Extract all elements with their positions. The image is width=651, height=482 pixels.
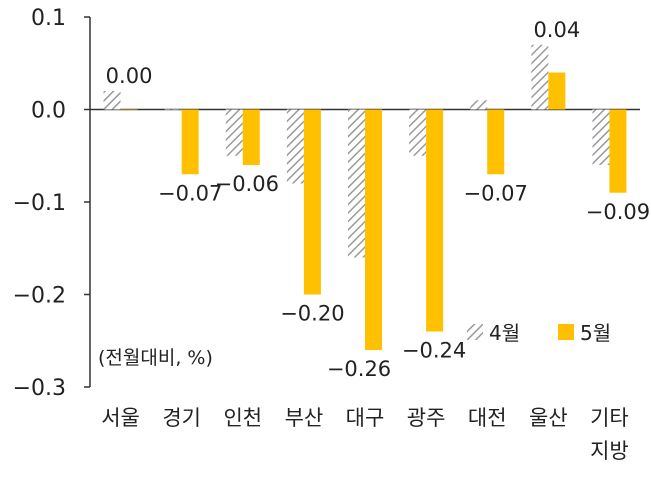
data-label: 0.00 [106,64,153,88]
bar-april [164,109,182,110]
data-label: −0.07 [158,181,222,205]
bar-april [470,100,488,110]
bar-april [103,91,121,110]
x-category-label: 서울 [101,406,140,430]
x-category-label: 부산 [285,406,324,430]
bar-may [120,109,138,110]
bar-may [609,109,627,193]
legend-label-may: 5월 [580,321,611,345]
data-label: −0.24 [402,339,466,363]
bar-april [409,109,427,156]
data-label: 0.04 [533,18,580,42]
bar-may [303,109,321,295]
data-label: −0.07 [464,181,528,205]
y-tick-label: 0.0 [31,99,66,124]
y-tick-label: −0.1 [13,191,66,216]
bar-april [531,44,549,110]
data-label: −0.09 [586,200,650,224]
x-category-label: 인천 [223,406,262,430]
bar-may [426,109,444,332]
legend-swatch-may [558,324,574,340]
x-category-label: 지방 [590,439,629,463]
x-category-label: 광주 [407,406,446,430]
bar-april [348,109,365,258]
bar-may [487,109,505,175]
data-label: −0.26 [327,357,391,381]
bar-may [242,109,260,165]
y-tick-label: −0.3 [13,376,66,401]
x-category-label: 대구 [346,406,385,430]
bar-april [225,109,243,156]
legend-label-april: 4월 [489,321,520,345]
y-tick-label: −0.2 [13,284,66,309]
bar-may [548,72,566,110]
data-label: −0.20 [280,302,344,326]
x-category-label: 경기 [162,406,201,430]
data-label: −0.06 [215,172,279,196]
x-category-label: 기타 [590,406,629,430]
bar-april [592,109,610,165]
unit-label: (전월대비, %) [98,347,213,369]
x-category-label: 대전 [468,406,507,430]
legend-swatch-april [467,324,483,340]
bar-may [365,109,382,350]
x-category-label: 울산 [529,406,568,430]
bar-april [286,109,304,184]
bar-may [181,109,199,175]
y-tick-label: 0.1 [31,6,66,31]
